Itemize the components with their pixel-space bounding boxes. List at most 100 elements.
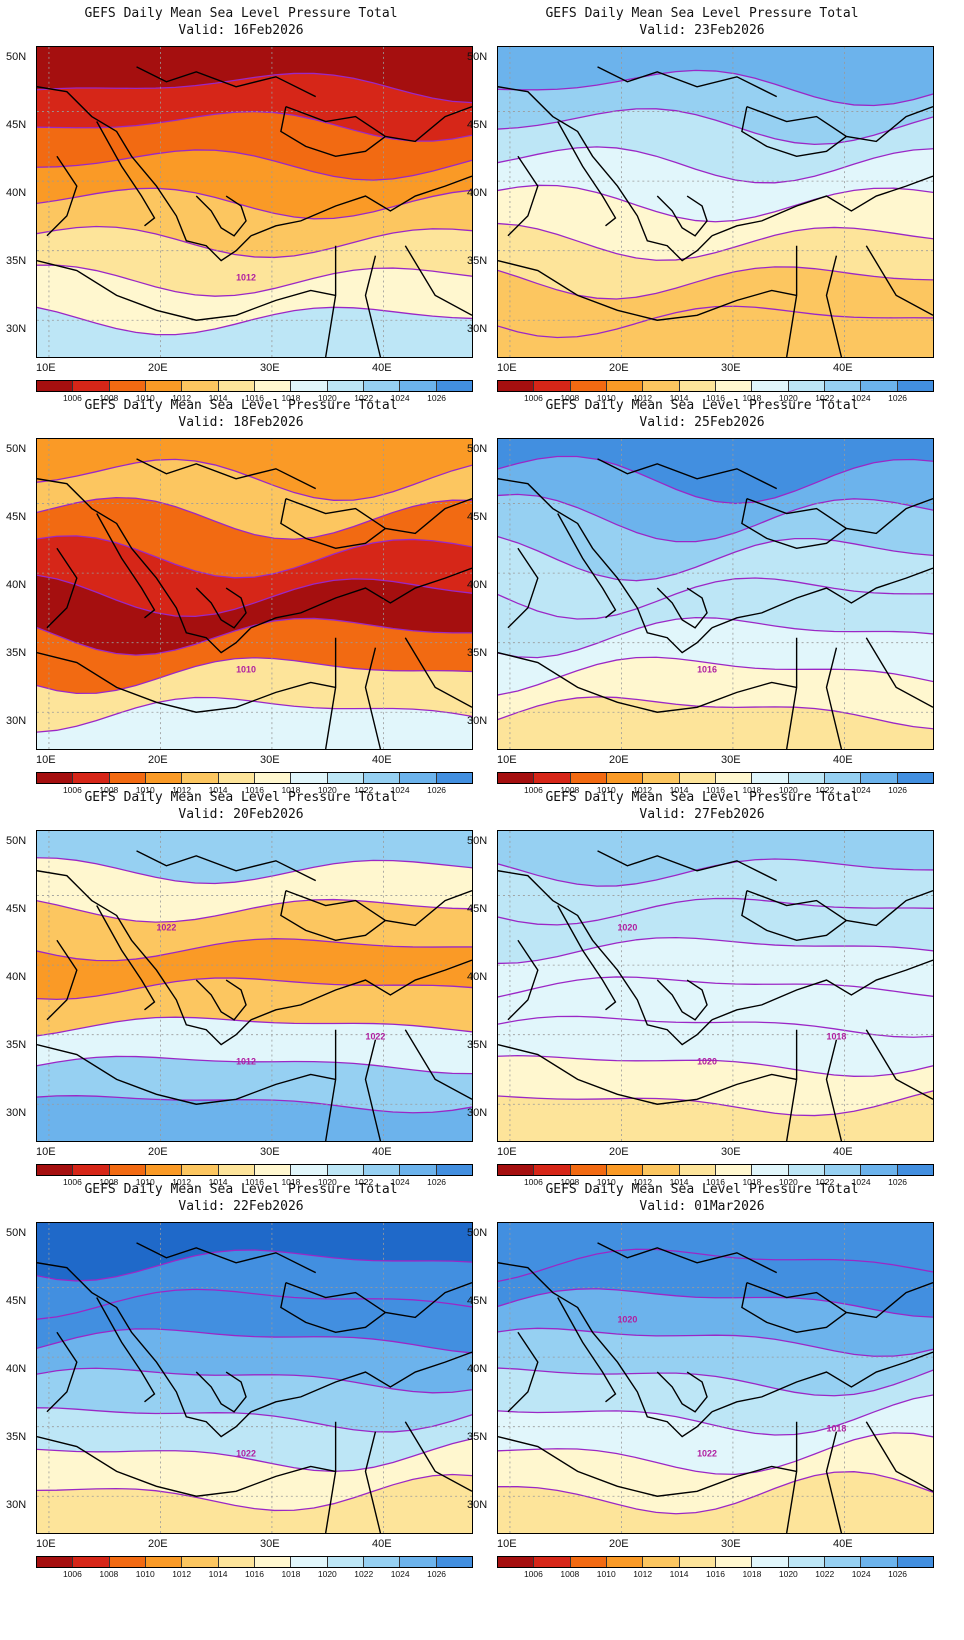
colorbar-swatch xyxy=(788,773,825,783)
lon-label: 30E xyxy=(721,1538,741,1550)
pressure-band xyxy=(498,1368,933,1436)
colorbar-label: 1008 xyxy=(560,785,580,795)
colorbar-swatch xyxy=(182,1557,219,1567)
colorbar-label: 1020 xyxy=(778,393,798,403)
coastline-border xyxy=(250,1351,472,1413)
isobar-line xyxy=(498,936,933,965)
map-panel: GEFS Daily Mean Sea Level Pressure Total… xyxy=(0,784,482,1194)
coastline-border xyxy=(46,1331,78,1413)
coastline-border xyxy=(711,175,933,237)
pressure-band xyxy=(498,937,933,997)
coastline-border xyxy=(785,637,798,749)
colorbar-swatch xyxy=(109,381,146,391)
colorbar-label: 1008 xyxy=(99,1569,119,1579)
coastline-border xyxy=(37,651,336,713)
colorbar-label: 1006 xyxy=(523,785,543,795)
colorbar-swatch xyxy=(570,1557,607,1567)
pressure-band xyxy=(498,1249,933,1318)
pressure-band xyxy=(37,1328,472,1393)
colorbar-label: 1024 xyxy=(390,785,410,795)
coastline-border xyxy=(96,513,156,619)
isobar-line xyxy=(37,657,472,695)
colorbar-swatch xyxy=(363,773,401,783)
colorbar-label: 1014 xyxy=(669,785,689,795)
colorbar-label: 1018 xyxy=(281,393,301,403)
colorbar-swatch xyxy=(145,381,183,391)
colorbar-label: 1006 xyxy=(62,393,82,403)
colorbar-label: 1024 xyxy=(851,785,871,795)
colorbar-swatch xyxy=(824,1165,862,1175)
coastline-border xyxy=(195,195,247,237)
colorbar-swatch xyxy=(436,773,472,783)
colorbar-swatch xyxy=(436,381,472,391)
coastline-border xyxy=(195,1371,247,1413)
coastline-border xyxy=(280,890,386,942)
colorbar xyxy=(497,772,934,784)
colorbar-label: 1024 xyxy=(851,1177,871,1187)
isobar-label: 1012 xyxy=(236,1057,256,1067)
colorbar-swatch xyxy=(254,381,292,391)
colorbar-swatch xyxy=(715,773,753,783)
lat-label: 45N xyxy=(6,903,27,915)
isobar-line xyxy=(37,1095,472,1114)
colorbar-swatch xyxy=(824,381,862,391)
isobar-label: 1022 xyxy=(236,1449,256,1459)
coastline-border xyxy=(324,1421,337,1533)
colorbar-label: 1008 xyxy=(99,785,119,795)
isobar-line xyxy=(37,264,472,297)
coastline-border xyxy=(404,1421,472,1492)
colorbar-label: 1012 xyxy=(172,1569,192,1579)
isobar-line xyxy=(37,898,472,923)
colorbar-swatch xyxy=(897,381,933,391)
isobar-line xyxy=(37,1473,472,1512)
colorbar-label: 1022 xyxy=(354,1177,374,1187)
coastline-border xyxy=(498,86,713,262)
pressure-band xyxy=(37,1289,472,1353)
colorbar-swatch xyxy=(534,1557,571,1567)
colorbar-swatch xyxy=(327,1557,364,1567)
pressure-band xyxy=(498,831,933,887)
map-panel: GEFS Daily Mean Sea Level Pressure Total… xyxy=(461,1176,943,1586)
colorbar-label: 1018 xyxy=(742,1177,762,1187)
coastline-border xyxy=(195,979,247,1021)
panel-valid-date: Valid: 22Feb2026 xyxy=(178,1199,304,1214)
colorbar-swatch xyxy=(291,1557,328,1567)
isobar-line xyxy=(498,536,933,582)
pressure-map: 1012 xyxy=(36,46,473,358)
coastline-border xyxy=(324,637,337,749)
lon-label: 20E xyxy=(148,754,168,766)
isobar-line xyxy=(498,455,933,505)
panel-valid-date: Valid: 18Feb2026 xyxy=(178,415,304,430)
colorbar-label: 1026 xyxy=(888,785,908,795)
colorbar-swatch xyxy=(498,1557,535,1567)
coastline-border xyxy=(656,587,708,629)
coastline-border xyxy=(324,1029,337,1141)
colorbar-label: 1010 xyxy=(135,1177,155,1187)
colorbar-label: 1020 xyxy=(317,1569,337,1579)
pressure-band xyxy=(498,439,933,504)
colorbar xyxy=(36,1164,473,1176)
lat-label: 35N xyxy=(467,647,488,659)
coastline-border xyxy=(46,155,78,237)
pressure-band xyxy=(498,657,933,729)
coastline-border xyxy=(597,458,778,490)
coastline-border xyxy=(711,959,933,1021)
colorbar-swatch xyxy=(145,1165,183,1175)
lat-label: 30N xyxy=(6,323,27,335)
lon-label: 30E xyxy=(260,362,280,374)
isobar-line xyxy=(498,696,933,730)
pressure-band xyxy=(37,1095,472,1141)
coastline-border xyxy=(507,547,539,629)
colorbar-label: 1018 xyxy=(742,785,762,795)
lon-label: 10E xyxy=(497,1146,517,1158)
colorbar-label: 1010 xyxy=(596,785,616,795)
isobar-line xyxy=(498,617,933,659)
pressure-band xyxy=(498,976,933,1038)
colorbar-label: 1014 xyxy=(208,393,228,403)
colorbar-swatch xyxy=(254,1557,292,1567)
colorbar-swatch xyxy=(606,1557,644,1567)
colorbar-swatch xyxy=(534,773,571,783)
colorbar-swatch xyxy=(182,773,219,783)
coastline-border xyxy=(746,497,933,535)
colorbar-label: 1018 xyxy=(281,1177,301,1187)
